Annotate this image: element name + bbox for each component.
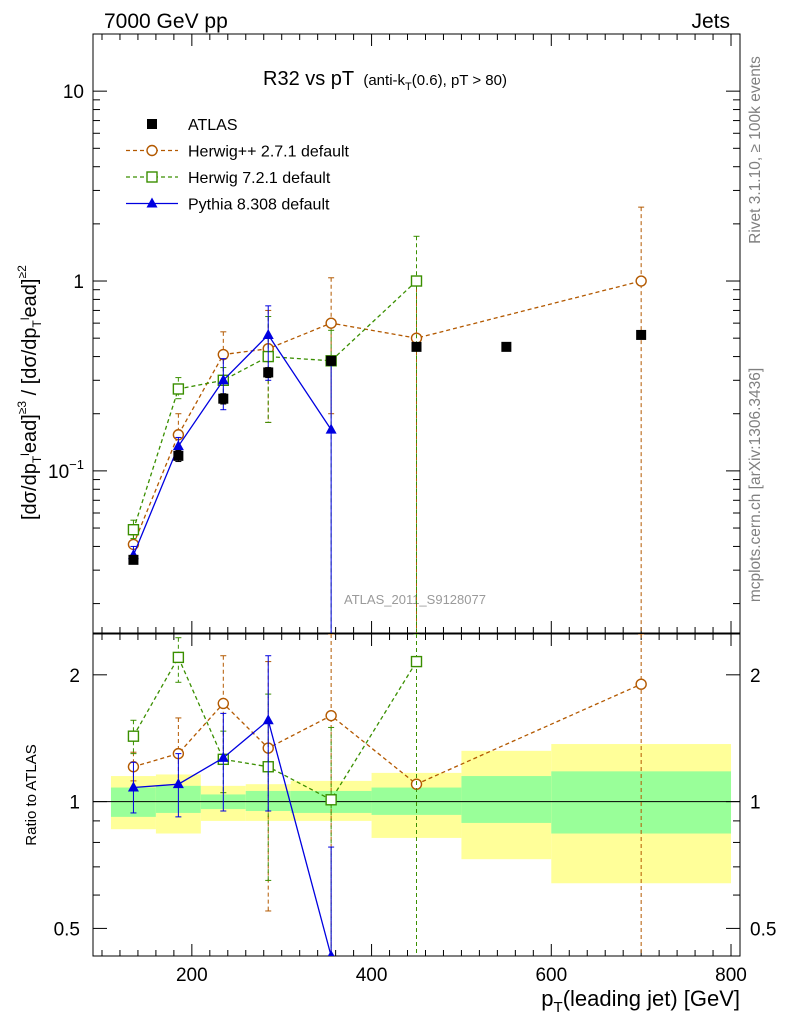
ratio-line-3 (133, 719, 332, 956)
y-label-part-0: [dσ/dp (19, 463, 41, 520)
ratio-panel-series (127, 634, 647, 956)
y-label-part-3: ead] (19, 414, 41, 453)
ratio-point-3-2 (217, 751, 229, 762)
main-line-2 (132, 280, 417, 530)
y-label-part-8: ead] (19, 279, 41, 318)
y-main-tick-label-1: 1 (73, 272, 84, 293)
ratio-point-2-0 (127, 730, 140, 742)
x-axis-label: pT(leading jet) [GeV] (541, 986, 740, 1016)
main-panel-series (127, 206, 647, 633)
legend-label-2: Herwig 7.2.1 default (188, 170, 331, 187)
ratio-point-2-5 (410, 655, 423, 668)
main-point-1-2 (217, 348, 229, 361)
band-inner-6 (461, 776, 552, 823)
main-point-0-0 (128, 554, 139, 565)
y-ratio-tick-label-right-2: 0.5 (750, 919, 776, 940)
legend-label-3: Pythia 8.308 default (188, 197, 330, 214)
main-point-2-1 (172, 383, 185, 395)
y-ratio-tick-label-1: 1 (69, 793, 80, 814)
rivet-version-label: Rivet 3.1.10, ≥ 100k events (747, 56, 764, 244)
y-label-part-9: ≥2 (15, 265, 29, 279)
main-point-0-6 (501, 341, 512, 352)
x-tick-label-1: 400 (356, 965, 388, 986)
legend-marker-0 (147, 119, 157, 129)
ratio-point-2-1 (172, 651, 185, 664)
plot-title-sub: T (405, 81, 412, 93)
x-tick-label-0: 200 (176, 965, 208, 986)
main-point-1-4 (325, 317, 337, 329)
y-main-tick-exp-base: 10 (48, 462, 69, 483)
legend: ATLAS Herwig++ 2.7.1 default Herwig 7.2.1 … (126, 117, 350, 214)
x-axis-label-sub: T (554, 999, 563, 1016)
main-point-0-1 (173, 450, 184, 461)
main-line-1 (132, 280, 642, 545)
uncertainty-bands (93, 744, 740, 884)
y-ratio-tick-label-right-1: 1 (750, 793, 761, 814)
main-point-0-4 (326, 355, 337, 366)
y-label-part-4: ≥3 (15, 401, 29, 415)
main-point-0-2 (218, 393, 229, 404)
y-axis-label-main: [dσ/dpTlead]≥3 / [dσ/dpTlead]≥2 (15, 265, 44, 520)
y-ratio-tick-label-0: 2 (69, 666, 80, 687)
y-main-tick-label-exp: 10−1 (48, 457, 84, 483)
ratio-point-3-0 (127, 781, 139, 792)
ratio-line-2 (132, 655, 418, 801)
y-label-part-6: T (30, 319, 44, 327)
ratio-point-1-6 (635, 678, 647, 690)
x-axis-label-tail: (leading jet) [GeV] (563, 986, 740, 1011)
ratio-point-3-3 (262, 714, 274, 725)
plot-title: R32 vs pT (anti-kT(0.6), pT > 80) (263, 68, 507, 93)
legend-marker-1 (146, 144, 158, 157)
main-point-3-4 (325, 423, 337, 434)
main-point-0-5 (411, 341, 422, 352)
y-axis-label-ratio: Ratio to ATLAS (23, 744, 40, 845)
y-ratio-tick-label-right-0: 2 (750, 666, 761, 687)
analysis-watermark: ATLAS_2011_S9128077 (344, 592, 486, 607)
main-point-3-1 (172, 440, 184, 451)
ratio-point-3-1 (172, 778, 184, 789)
main-point-0-3 (263, 367, 274, 378)
plot-title-suffix: (anti-k (363, 72, 405, 89)
ratio-point-1-4 (325, 709, 337, 722)
main-line-3 (132, 333, 332, 556)
main-point-2-0 (127, 524, 140, 536)
y-label-part-1: T (30, 455, 44, 463)
y-main-tick-label-0: 10 (63, 82, 84, 103)
legend-marker-3 (146, 197, 158, 208)
legend-label-1: Herwig++ 2.7.1 default (188, 144, 350, 161)
y-label-part-5: / [dσ/dp (19, 327, 41, 401)
header-right: Jets (691, 10, 730, 33)
main-point-3-3 (262, 328, 274, 339)
x-tick-label-3: 800 (715, 965, 747, 986)
header-left: 7000 GeV pp (104, 10, 228, 33)
plot-title-tail: (0.6), pT > 80) (412, 72, 507, 89)
main-point-0-7 (636, 329, 647, 340)
plot-title-main: R32 vs pT (263, 68, 354, 90)
ratio-point-3-4 (327, 950, 335, 956)
y-label-part-7: l (18, 317, 32, 320)
ratio-point-2-4 (325, 794, 337, 806)
y-main-tick-exp-power: −1 (69, 457, 84, 472)
mcplots-label: mcplots.cern.ch [arXiv:1306.3436] (747, 368, 764, 602)
x-tick-label-2: 600 (535, 965, 567, 986)
ratio-point-1-2 (217, 697, 229, 710)
y-ratio-tick-label-2: 0.5 (54, 919, 80, 940)
main-point-1-6 (635, 275, 647, 287)
main-point-2-5 (410, 275, 423, 287)
x-axis-label-main: p (541, 986, 553, 1011)
y-label-part-2: l (18, 453, 32, 456)
main-point-3-2 (217, 374, 229, 385)
legend-marker-2 (146, 171, 158, 183)
legend-label-0: ATLAS (188, 117, 238, 134)
